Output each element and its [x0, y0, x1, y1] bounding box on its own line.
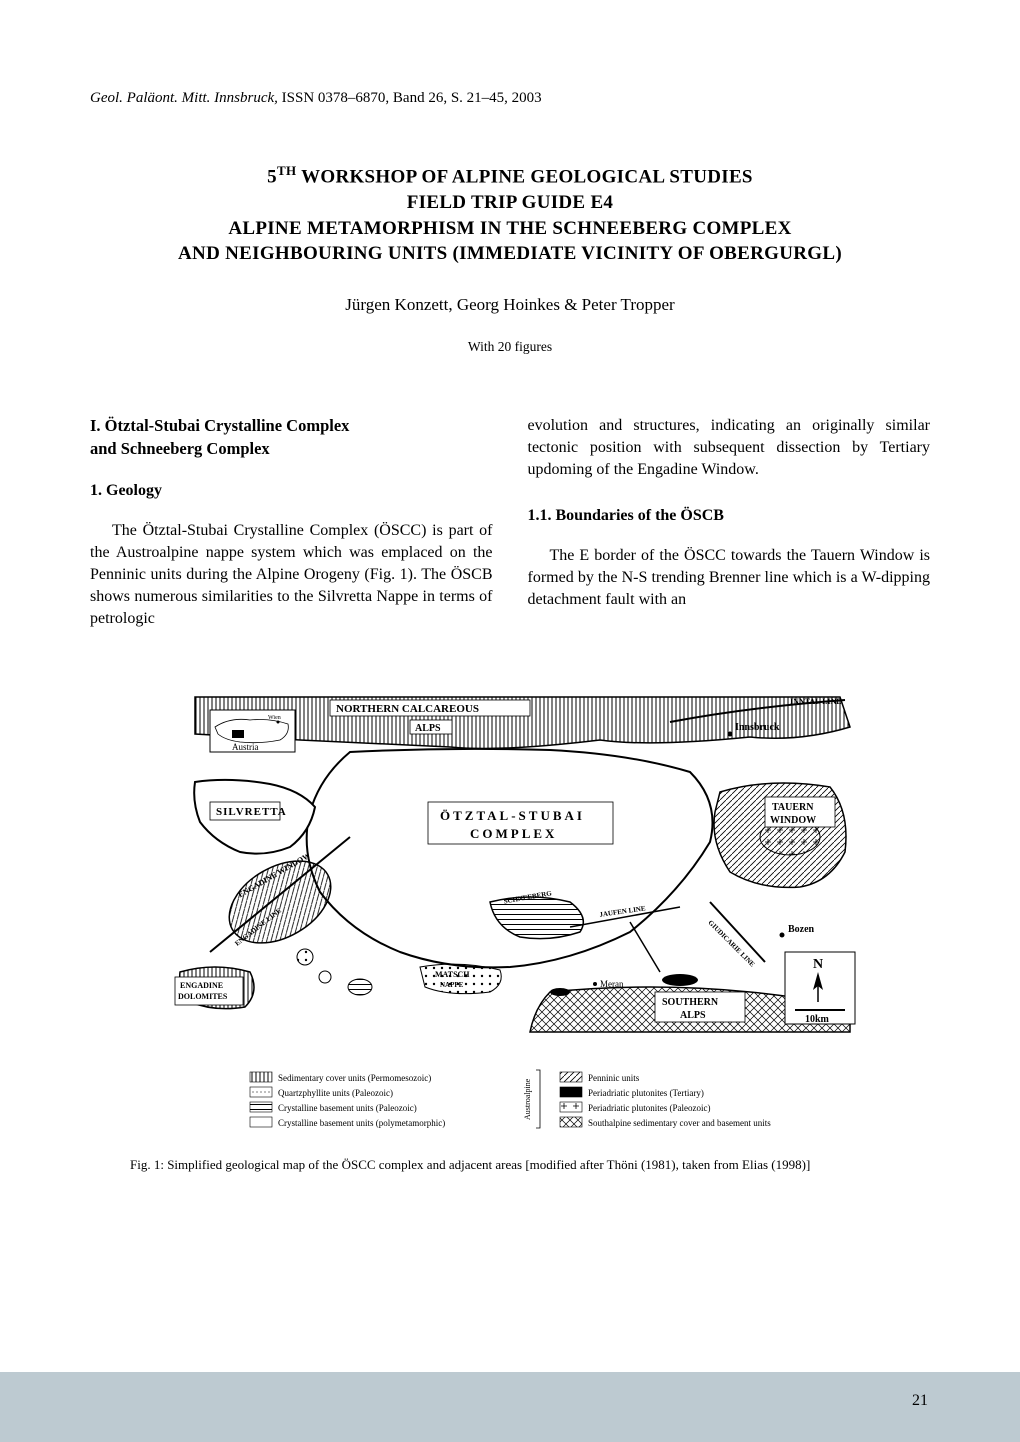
title-block: 5TH WORKSHOP OF ALPINE GEOLOGICAL STUDIE…: [90, 162, 930, 267]
section-heading-1a: I. Ötztal-Stubai Crystalline Complex: [90, 415, 493, 436]
title-line-2: FIELD TRIP GUIDE E4: [90, 190, 930, 216]
bozen-label: Bozen: [788, 924, 815, 935]
journal-name: Geol. Paläont. Mitt. Innsbruck,: [90, 90, 278, 106]
austria-label: Austria: [232, 742, 259, 752]
two-column-layout: I. Ötztal-Stubai Crystalline Complex and…: [90, 415, 930, 630]
innsbruck-label: Innsbruck: [735, 722, 780, 733]
title-line-1: 5TH WORKSHOP OF ALPINE GEOLOGICAL STUDIE…: [90, 162, 930, 190]
legend-item-5: Penninic units: [588, 1073, 640, 1083]
nappe-label: NAPPE: [440, 981, 464, 989]
alps-label: ALPS: [415, 723, 441, 734]
footer-band: 21: [0, 1372, 1020, 1442]
page-number: 21: [912, 1392, 928, 1410]
legend-item-1: Sedimentary cover units (Permomesozoic): [278, 1073, 431, 1083]
complex-label: COMPLEX: [470, 826, 557, 841]
alps-s-label: ALPS: [680, 1010, 706, 1021]
engadine-dol-label: ENGADINE: [180, 981, 223, 990]
figure-caption: Fig. 1: Simplified geological map of the…: [130, 1157, 930, 1173]
legend-item-7: Periadriatic plutonites (Paleozoic): [588, 1103, 710, 1113]
meran-label: Meran: [600, 979, 624, 989]
title-rest: WORKSHOP OF ALPINE GEOLOGICAL STUDIES: [296, 166, 752, 187]
legend-item-8: Southalpine sedimentary cover and baseme…: [588, 1118, 771, 1128]
legend-header: Austroalpine: [523, 1078, 532, 1120]
title-line-3: ALPINE METAMORPHISM IN THE SCHNEEBERG CO…: [90, 216, 930, 242]
otztal-label: ÖTZTAL-STUBAI: [440, 808, 585, 823]
northern-calc-label: NORTHERN CALCAREOUS: [336, 703, 479, 715]
subsection-heading-11: 1.1. Boundaries of the ÖSCB: [528, 507, 931, 525]
body-paragraph-left: The Ötztal-Stubai Crystalline Complex (Ö…: [90, 520, 493, 630]
silvretta-label: SILVRETTA: [216, 806, 287, 818]
north-label: N: [813, 957, 823, 972]
legend-item-4: Crystalline basement units (polymetamorp…: [278, 1118, 445, 1128]
map-legend: Sedimentary cover units (Permomesozoic) …: [250, 1070, 771, 1128]
journal-details: ISSN 0378–6870, Band 26, S. 21–45, 2003: [278, 90, 542, 106]
right-column: evolution and structures, indicating an …: [528, 415, 931, 630]
scale-label: 10km: [805, 1014, 830, 1025]
body-paragraph-right-2: The E border of the ÖSCC towards the Tau…: [528, 545, 931, 611]
authors: Jürgen Konzett, Georg Hoinkes & Peter Tr…: [90, 295, 930, 315]
map-figure: INNTAL LINE Wien Austria SILVRETTA ENGAD…: [90, 692, 930, 1173]
figure-count: With 20 figures: [90, 339, 930, 355]
geological-map-svg: INNTAL LINE Wien Austria SILVRETTA ENGAD…: [150, 692, 870, 1142]
wien-label: Wien: [268, 715, 281, 721]
left-column: I. Ötztal-Stubai Crystalline Complex and…: [90, 415, 493, 630]
journal-citation: Geol. Paläont. Mitt. Innsbruck, ISSN 037…: [90, 90, 930, 107]
legend-item-3: Crystalline basement units (Paleozoic): [278, 1103, 417, 1113]
matsch-label: MATSCH: [435, 970, 470, 979]
inntal-label: INNTAL LINE: [790, 697, 842, 706]
section-heading-1b: and Schneeberg Complex: [90, 438, 493, 459]
tauern-label: TAUERN: [772, 802, 814, 813]
window-label: WINDOW: [770, 815, 816, 826]
title-line-4: AND NEIGHBOURING UNITS (IMMEDIATE VICINI…: [90, 241, 930, 267]
legend-item-6: Periadriatic plutonites (Tertiary): [588, 1088, 704, 1098]
body-paragraph-right-1: evolution and structures, indicating an …: [528, 415, 931, 481]
southern-label: SOUTHERN: [662, 997, 719, 1008]
title-prefix: 5: [267, 166, 277, 187]
title-sup: TH: [277, 163, 296, 178]
legend-item-2: Quartzphyllite units (Paleozoic): [278, 1088, 393, 1098]
dolomites-label: DOLOMITES: [178, 992, 228, 1001]
subsection-heading: 1. Geology: [90, 482, 493, 500]
